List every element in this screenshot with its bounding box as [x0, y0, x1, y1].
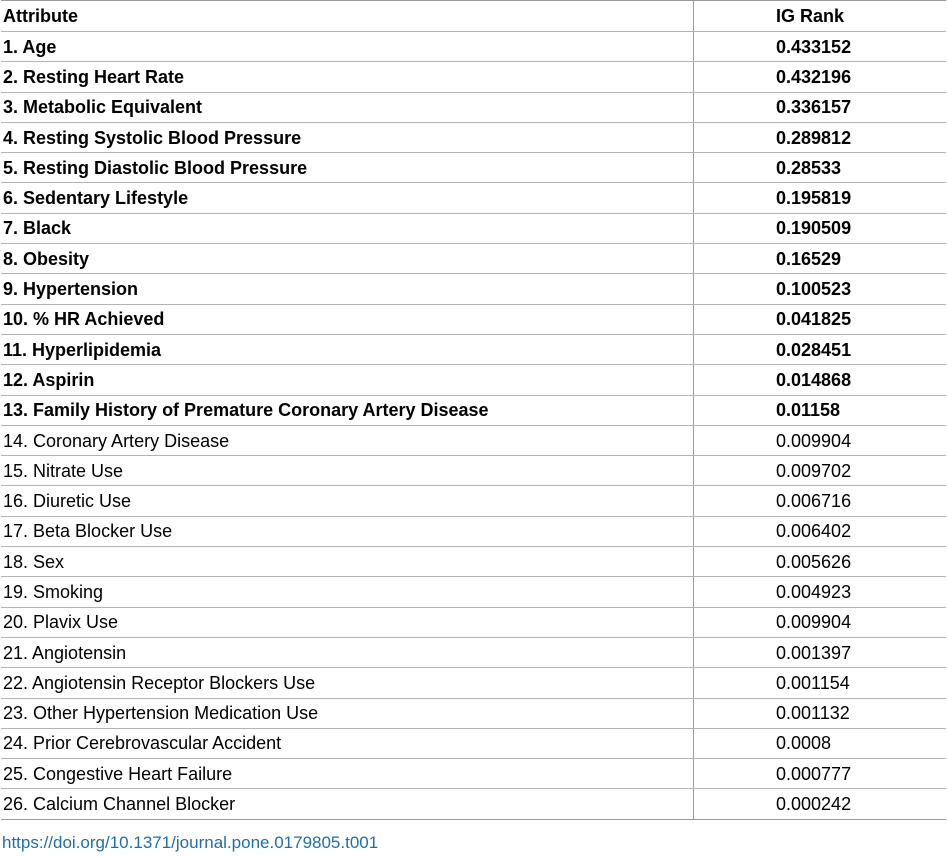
ig-rank-table: Attribute IG Rank 1. Age 0.433152 2. Resti…: [1, 0, 946, 820]
attribute-cell: 4. Resting Systolic Blood Pressure: [1, 121, 694, 154]
table-row: 7. Black 0.190509: [1, 212, 946, 245]
table-body: 1. Age 0.433152 2. Resting Heart Rate 0.432…: [1, 30, 946, 820]
table-row: 6. Sedentary Lifestyle 0.195819: [1, 182, 946, 214]
attribute-cell: 23. Other Hypertension Medication Use: [1, 697, 694, 729]
attribute-cell: 6. Sedentary Lifestyle: [1, 182, 694, 214]
table-row: 8. Obesity 0.16529: [1, 243, 946, 275]
header-row: Attribute IG Rank: [1, 0, 946, 32]
ig-rank-cell: 0.001132: [693, 697, 946, 729]
ig-rank-cell: 0.009904: [693, 606, 946, 638]
attribute-cell: 15. Nitrate Use: [1, 455, 694, 487]
ig-rank-cell: 0.433152: [693, 30, 946, 63]
header-ig-rank: IG Rank: [693, 0, 946, 32]
table-row: 15. Nitrate Use 0.009702: [1, 455, 946, 487]
ig-rank-cell: 0.028451: [693, 333, 946, 366]
table-row: 11. Hyperlipidemia 0.028451: [1, 333, 946, 366]
table-row: 9. Hypertension 0.100523: [1, 273, 946, 305]
table-row: 23. Other Hypertension Medication Use 0.0…: [1, 697, 946, 729]
ig-rank-cell: 0.014868: [693, 364, 946, 396]
table-row: 4. Resting Systolic Blood Pressure 0.2898…: [1, 121, 946, 154]
attribute-cell: 10. % HR Achieved: [1, 303, 694, 335]
ig-rank-cell: 0.336157: [693, 91, 946, 123]
attribute-cell: 20. Plavix Use: [1, 606, 694, 638]
attribute-cell: 24. Prior Cerebrovascular Accident: [1, 727, 694, 760]
attribute-cell: 11. Hyperlipidemia: [1, 333, 694, 366]
table-row: 24. Prior Cerebrovascular Accident 0.0008: [1, 727, 946, 760]
ig-rank-cell: 0.006716: [693, 485, 946, 517]
table-row: 10. % HR Achieved 0.041825: [1, 303, 946, 335]
ig-rank-cell: 0.16529: [693, 243, 946, 275]
attribute-cell: 26. Calcium Channel Blocker: [1, 788, 694, 820]
ig-rank-cell: 0.000242: [693, 788, 946, 820]
table-row: 14. Coronary Artery Disease 0.009904: [1, 424, 946, 457]
ig-rank-cell: 0.01158: [693, 394, 946, 426]
table-row: 3. Metabolic Equivalent 0.336157: [1, 91, 946, 123]
table-row: 17. Beta Blocker Use 0.006402: [1, 515, 946, 548]
ig-rank-cell: 0.001154: [693, 667, 946, 699]
ig-rank-cell: 0.009702: [693, 455, 946, 487]
ig-rank-cell: 0.004923: [693, 576, 946, 608]
table-row: 22. Angiotensin Receptor Blockers Use 0.0…: [1, 667, 946, 699]
attribute-cell: 8. Obesity: [1, 243, 694, 275]
ig-rank-cell: 0.289812: [693, 121, 946, 154]
ig-rank-cell: 0.005626: [693, 546, 946, 578]
attribute-cell: 18. Sex: [1, 546, 694, 578]
attribute-cell: 16. Diuretic Use: [1, 485, 694, 517]
attribute-cell: 9. Hypertension: [1, 273, 694, 305]
ig-rank-cell: 0.190509: [693, 212, 946, 245]
table-row: 2. Resting Heart Rate 0.432196: [1, 61, 946, 93]
doi-link[interactable]: https://doi.org/10.1371/journal.pone.017…: [2, 833, 379, 852]
attribute-cell: 12. Aspirin: [1, 364, 694, 396]
header-attribute: Attribute: [1, 0, 694, 32]
table-row: 19. Smoking 0.004923: [1, 576, 946, 608]
ig-rank-cell: 0.100523: [693, 273, 946, 305]
table-row: 25. Congestive Heart Failure 0.000777: [1, 758, 946, 790]
ig-rank-cell: 0.000777: [693, 758, 946, 790]
table-container: Attribute IG Rank 1. Age 0.433152 2. Resti…: [1, 0, 946, 820]
attribute-cell: 21. Angiotensin: [1, 636, 694, 669]
attribute-cell: 17. Beta Blocker Use: [1, 515, 694, 548]
attribute-cell: 5. Resting Diastolic Blood Pressure: [1, 152, 694, 184]
ig-rank-cell: 0.041825: [693, 303, 946, 335]
attribute-cell: 2. Resting Heart Rate: [1, 61, 694, 93]
table-row: 12. Aspirin 0.014868: [1, 364, 946, 396]
table-row: 21. Angiotensin 0.001397: [1, 636, 946, 669]
table-row: 26. Calcium Channel Blocker 0.000242: [1, 788, 946, 820]
table-row: 1. Age 0.433152: [1, 30, 946, 63]
ig-rank-cell: 0.195819: [693, 182, 946, 214]
ig-rank-cell: 0.006402: [693, 515, 946, 548]
attribute-cell: 25. Congestive Heart Failure: [1, 758, 694, 790]
ig-rank-cell: 0.432196: [693, 61, 946, 93]
attribute-cell: 19. Smoking: [1, 576, 694, 608]
ig-rank-cell: 0.001397: [693, 636, 946, 669]
ig-rank-cell: 0.0008: [693, 727, 946, 760]
table-row: 20. Plavix Use 0.009904: [1, 606, 946, 638]
attribute-cell: 14. Coronary Artery Disease: [1, 424, 694, 457]
ig-rank-cell: 0.28533: [693, 152, 946, 184]
attribute-cell: 22. Angiotensin Receptor Blockers Use: [1, 667, 694, 699]
table-row: 16. Diuretic Use 0.006716: [1, 485, 946, 517]
attribute-cell: 1. Age: [1, 30, 694, 63]
ig-rank-cell: 0.009904: [693, 424, 946, 457]
table-row: 13. Family History of Premature Coronary…: [1, 394, 946, 426]
attribute-cell: 13. Family History of Premature Coronary…: [1, 394, 694, 426]
table-row: 5. Resting Diastolic Blood Pressure 0.285…: [1, 152, 946, 184]
attribute-cell: 7. Black: [1, 212, 694, 245]
attribute-cell: 3. Metabolic Equivalent: [1, 91, 694, 123]
table-row: 18. Sex 0.005626: [1, 546, 946, 578]
